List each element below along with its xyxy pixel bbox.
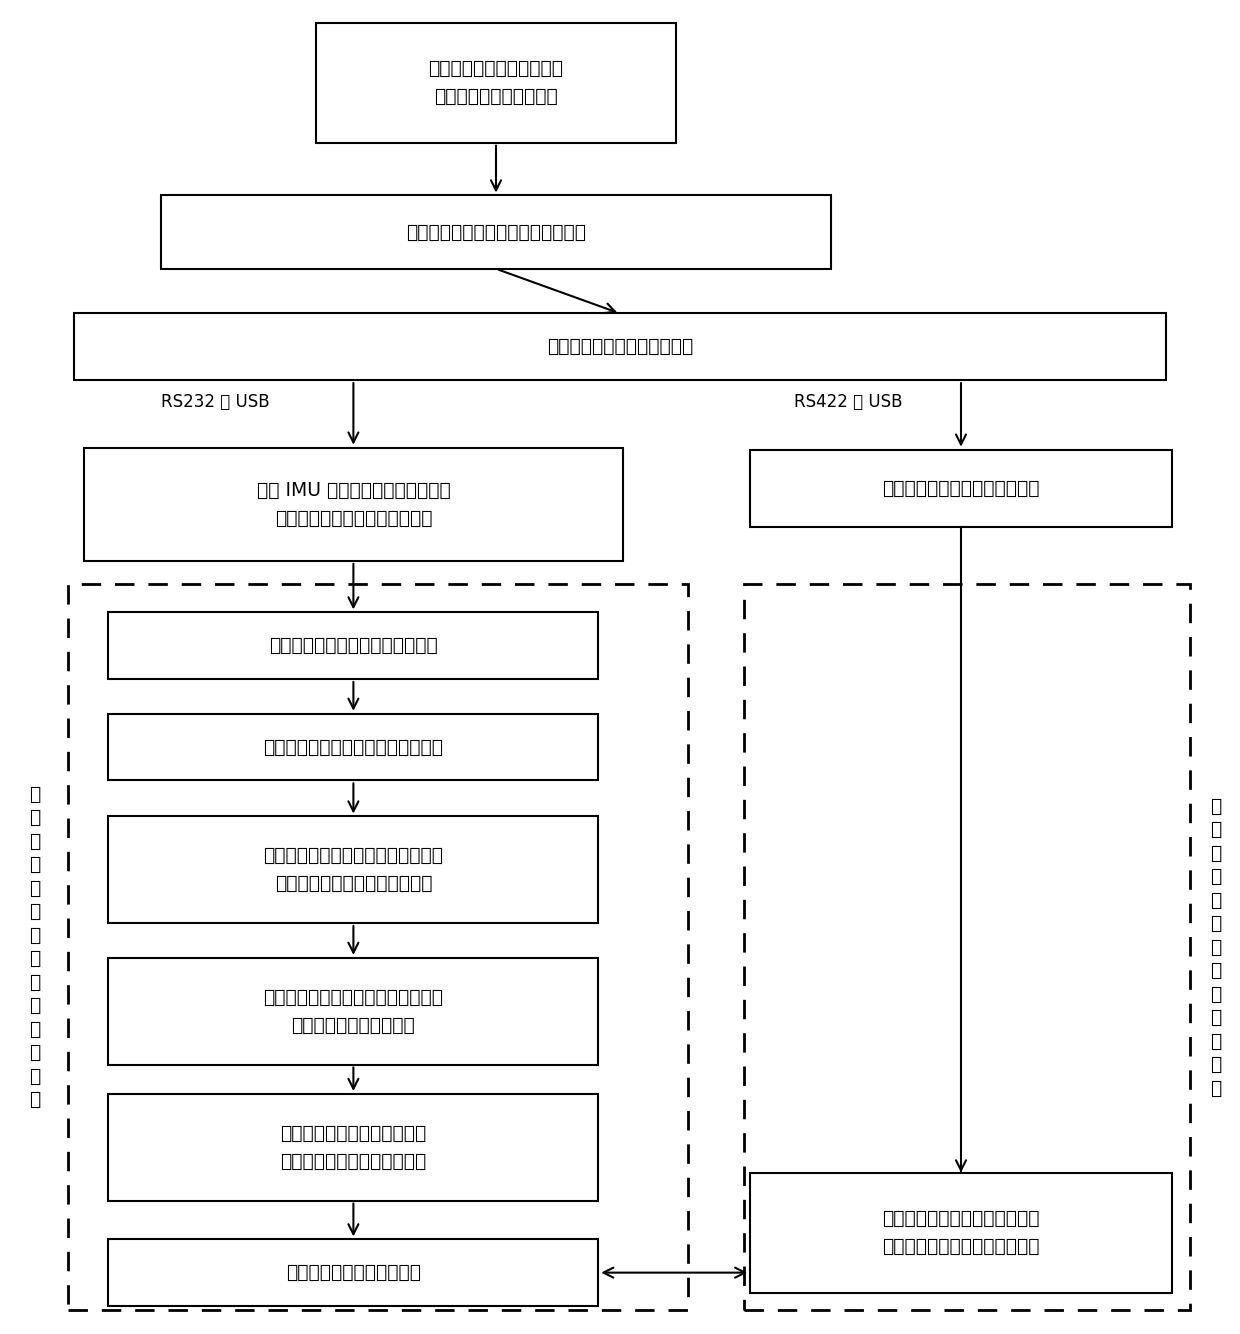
Text: 采集 IMU 中光纤陀螺仪的三轴数字
输出和加速度计的三轴数字输出: 采集 IMU 中光纤陀螺仪的三轴数字 输出和加速度计的三轴数字输出 xyxy=(257,480,450,528)
Bar xyxy=(68,584,688,1310)
Bar xyxy=(74,313,1166,380)
Text: 利用速度信息计算载体的纬度信息: 利用速度信息计算载体的纬度信息 xyxy=(269,636,438,655)
Bar xyxy=(108,958,598,1065)
Text: 系统准备阶段，导航系统预
热，上位导航计算机打开: 系统准备阶段，导航系统预 热，上位导航计算机打开 xyxy=(429,59,563,107)
Text: 自对准算法初始化，正确设置参数值: 自对准算法初始化，正确设置参数值 xyxy=(405,223,587,241)
Text: 采集载体高精度的实际姿态信息: 采集载体高精度的实际姿态信息 xyxy=(882,479,1040,498)
Text: 实际姿态信息与解算姿态信息对
比，证明本发明可行性和有效性: 实际姿态信息与解算姿态信息对 比，证明本发明可行性和有效性 xyxy=(882,1209,1040,1257)
Text: 完成自对准，进入导航状态: 完成自对准，进入导航状态 xyxy=(286,1263,420,1282)
Bar xyxy=(316,23,676,143)
Bar xyxy=(108,1239,598,1306)
Bar xyxy=(108,816,598,923)
Bar xyxy=(744,584,1190,1310)
Text: 基于新息的自适应滤波方法，解算纬
度误差角和载体的失准角: 基于新息的自适应滤波方法，解算纬 度误差角和载体的失准角 xyxy=(263,987,444,1035)
Text: RS232 转 USB: RS232 转 USB xyxy=(161,394,270,411)
Text: RS422 转 USB: RS422 转 USB xyxy=(794,394,903,411)
Text: 捷
联
式
惯
性
导
航
系
统
自
对
准
算
法: 捷 联 式 惯 性 导 航 系 统 自 对 准 算 法 xyxy=(29,784,41,1110)
Bar xyxy=(750,1173,1172,1293)
Text: 上位导航计算机控制导航系统: 上位导航计算机控制导航系统 xyxy=(547,338,693,356)
Bar xyxy=(161,195,831,269)
Text: 上
位
导
航
计
算
机
控
制
实
验
验
证: 上 位 导 航 计 算 机 控 制 实 验 验 证 xyxy=(1209,796,1221,1098)
Bar xyxy=(108,1094,598,1201)
Text: 基于双矢量定姿的惯性坐标系粗对准: 基于双矢量定姿的惯性坐标系粗对准 xyxy=(263,738,444,756)
Bar xyxy=(750,450,1172,527)
Text: 利用速度误差方程、失准角方程和纬
度误差方程构建精对准误差模型: 利用速度误差方程、失准角方程和纬 度误差方程构建精对准误差模型 xyxy=(263,846,444,894)
Bar xyxy=(108,714,598,780)
Bar xyxy=(108,612,598,679)
Bar xyxy=(83,448,622,560)
Text: 利用滤波所得失准角修正捷联
姿态矩阵，解算载体姿态信息: 利用滤波所得失准角修正捷联 姿态矩阵，解算载体姿态信息 xyxy=(280,1123,427,1171)
